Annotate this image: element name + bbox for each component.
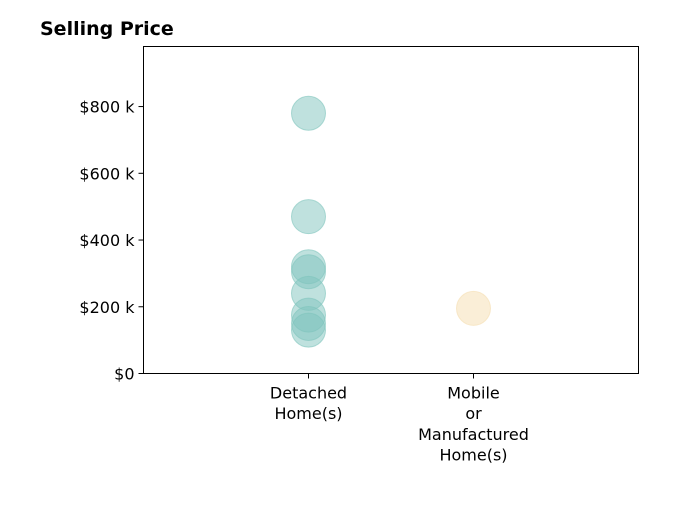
- y-tick-label: $0: [114, 365, 134, 384]
- y-tick-label: $800 k: [79, 98, 135, 117]
- x-tick-label: Mobile or Manufactured Home(s): [418, 384, 529, 465]
- y-tick-label: $400 k: [79, 231, 135, 250]
- y-tick-label: $600 k: [79, 164, 135, 183]
- plot-frame: [143, 46, 639, 374]
- points-layer: [291, 95, 491, 348]
- data-point: [291, 199, 326, 235]
- y-axis: $0 $200 k $400 k $600 k $800 k: [79, 98, 144, 384]
- x-tick-label: Detached Home(s): [270, 384, 347, 424]
- data-point: [291, 95, 326, 131]
- x-axis: Detached Home(s) Mobile or Manufactured Home(…: [270, 373, 529, 465]
- data-point: [456, 290, 491, 326]
- chart-title: Selling Price: [40, 18, 174, 40]
- data-point: [291, 312, 326, 348]
- y-tick-label: $200 k: [79, 298, 135, 317]
